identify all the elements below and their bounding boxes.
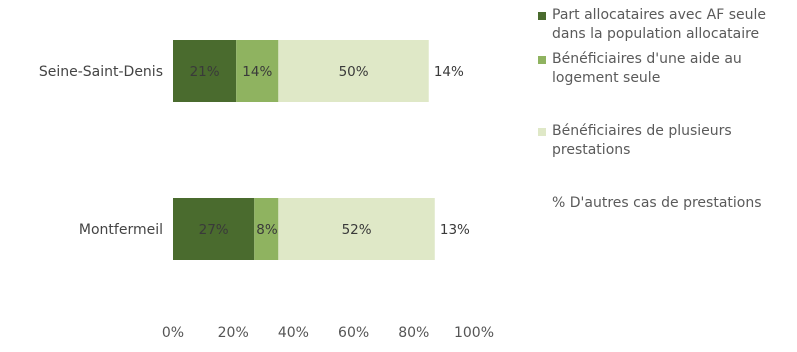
bar-segment-montfermeil-series-1 xyxy=(173,198,255,260)
bar-segment-montfermeil-series-3 xyxy=(278,198,435,260)
data-label-seine-saint-denis-series-3: 50% xyxy=(339,64,369,80)
legend-item-4: % D'autres cas de prestations xyxy=(538,194,788,213)
legend-swatch-2 xyxy=(538,56,546,64)
x-tick-label-4: 80% xyxy=(398,325,429,341)
x-tick-label-2: 40% xyxy=(278,325,309,341)
bars-layer xyxy=(173,40,474,260)
category-label-montfermeil: Montfermeil xyxy=(79,222,163,238)
legend-item-1: Part allocataires avec AF seule dans la … xyxy=(538,6,788,44)
data-label-montfermeil-series-3: 52% xyxy=(342,222,372,238)
legend-label-1: Part allocataires avec AF seule dans la … xyxy=(552,7,767,42)
data-label-seine-saint-denis-series-4: 14% xyxy=(434,64,464,80)
legend-label-2: Bénéficiaires d'une aide au logement seu… xyxy=(552,51,742,86)
data-label-montfermeil-series-2: 8% xyxy=(256,222,278,238)
legend-label-4: % D'autres cas de prestations xyxy=(552,195,762,211)
legend-swatch-1 xyxy=(538,12,546,20)
bar-segment-seine-saint-denis-series-3 xyxy=(278,40,429,102)
legend-swatch-4 xyxy=(538,200,546,208)
bar-segment-montfermeil-series-4 xyxy=(434,198,474,260)
data-label-seine-saint-denis-series-1: 21% xyxy=(190,64,220,80)
legend: Part allocataires avec AF seule dans la … xyxy=(538,6,788,213)
x-tick-label-0: 0% xyxy=(162,325,184,341)
labels-layer: Seine-Saint-Denis 21% 14% 50% 14% Montfermeil… xyxy=(39,64,494,341)
legend-item-2: Bénéficiaires d'une aide au logement seu… xyxy=(538,50,788,88)
x-tick-label-3: 60% xyxy=(338,325,369,341)
legend-label-3: Bénéficiaires de plusieurs prestations xyxy=(552,123,732,158)
bar-segment-seine-saint-denis-series-4 xyxy=(428,40,471,102)
x-tick-label-1: 20% xyxy=(218,325,249,341)
bar-segment-montfermeil-series-2 xyxy=(254,198,279,260)
bar-segment-seine-saint-denis-series-2 xyxy=(236,40,279,102)
data-label-seine-saint-denis-series-2: 14% xyxy=(242,64,272,80)
legend-item-3: Bénéficiaires de plusieurs prestations xyxy=(538,122,788,160)
data-label-montfermeil-series-1: 27% xyxy=(199,222,229,238)
legend-swatch-3 xyxy=(538,128,546,136)
x-tick-label-5: 100% xyxy=(454,325,494,341)
bar-segment-seine-saint-denis-series-1 xyxy=(173,40,237,102)
data-label-montfermeil-series-4: 13% xyxy=(440,222,470,238)
category-label-seine-saint-denis: Seine-Saint-Denis xyxy=(39,64,163,80)
